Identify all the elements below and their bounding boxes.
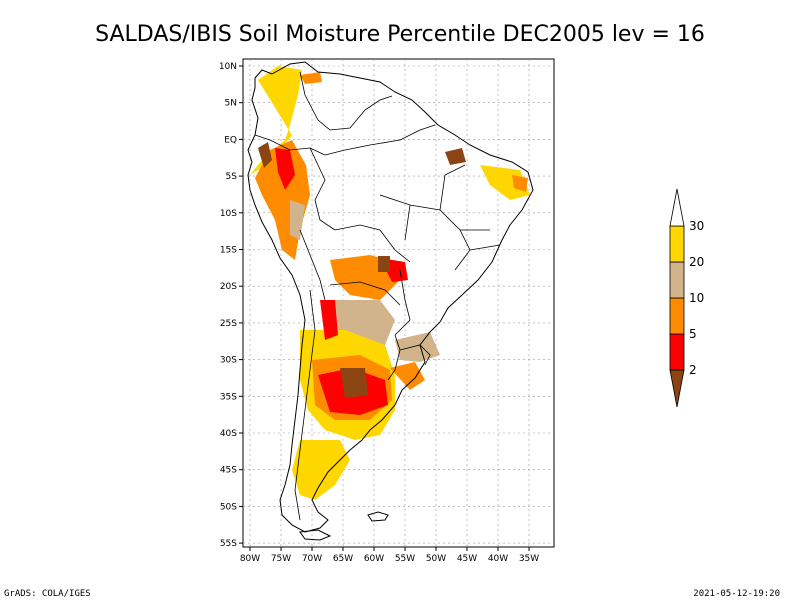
- border-brazil-uruguay: [399, 344, 431, 366]
- coastline: [247, 61, 534, 541]
- lat-label: 40S: [220, 429, 237, 439]
- data-patch-venezuela: [300, 72, 322, 84]
- legend-label: 5: [689, 327, 697, 341]
- data-patch-andes-peru-brown: [258, 142, 272, 168]
- soil-moisture-field: [250, 66, 530, 500]
- legend-label: 20: [689, 255, 704, 269]
- data-patch-argentina-west-dry: [320, 300, 338, 340]
- legend-swatch-max: [669, 188, 685, 227]
- lat-label: 35S: [220, 392, 237, 402]
- map-title: SALDAS/IBIS Soil Moisture Percentile DEC…: [95, 22, 705, 47]
- data-patch-patagonia: [292, 440, 350, 500]
- data-patch-argentina-brown: [340, 368, 368, 398]
- lat-label: 5N: [225, 99, 237, 109]
- legend-label: 10: [689, 291, 704, 305]
- lat-label: 55S: [220, 539, 237, 549]
- legend-swatch-min: [669, 369, 685, 408]
- data-patch-ne-brazil-orange: [512, 175, 528, 192]
- footer-credit: GrADS: COLA/IGES: [4, 589, 91, 599]
- data-patch-amazon-brown: [445, 148, 466, 165]
- legend-swatch: [669, 333, 685, 371]
- lon-label: 50W: [426, 554, 446, 564]
- border-venezuela-guyana: [364, 95, 393, 111]
- border-brazil-states: [379, 164, 501, 271]
- lon-label: 60W: [364, 554, 384, 564]
- lon-label: 45W: [457, 554, 477, 564]
- lat-label: 5S: [226, 172, 238, 182]
- tierra-del-fuego-outline: [299, 529, 332, 541]
- latitude-labels: 10N 5N EQ 5S 10S 15S 20S 25S 30S 35S 40S 45S 50S 55S: [219, 62, 243, 549]
- border-peru-bolivia: [299, 229, 326, 301]
- lon-label: 80W: [240, 554, 260, 564]
- legend-swatch: [669, 297, 685, 335]
- legend-label: 2: [689, 363, 697, 377]
- south-america-coastline: [247, 61, 534, 533]
- legend-swatch: [669, 261, 685, 299]
- border-argentina-uruguay: [387, 334, 401, 381]
- legend-swatch: [669, 225, 685, 263]
- border-paraguay-brazil: [394, 269, 411, 336]
- border-peru-brazil: [309, 147, 336, 231]
- border-colombia-ecuador-peru: [254, 134, 326, 156]
- legend-label: 30: [689, 219, 704, 233]
- lat-label: 50S: [220, 502, 237, 512]
- lat-label: 25S: [220, 319, 237, 329]
- data-patch-uruguay: [390, 362, 425, 390]
- falklands-outline: [367, 511, 389, 522]
- data-patch-bolivia-brown: [378, 256, 390, 272]
- data-patch-uruguay-tan: [395, 332, 440, 362]
- lat-label: 45S: [220, 466, 237, 476]
- border-bolivia-paraguay: [329, 281, 401, 306]
- border-chile-argentina: [294, 289, 316, 521]
- data-patch-andes-peru-tan: [290, 200, 305, 240]
- lon-label: 35W: [519, 554, 539, 564]
- lon-label: 55W: [395, 554, 415, 564]
- data-patch-ne-brazil: [480, 165, 530, 200]
- lon-label: 75W: [271, 554, 291, 564]
- lat-label: 10S: [220, 209, 237, 219]
- lat-label: 15S: [220, 246, 237, 256]
- lon-label: 65W: [333, 554, 353, 564]
- data-patch-andes-north: [250, 66, 302, 175]
- color-legend: 2 5 10 20 30: [669, 188, 704, 408]
- country-borders: [254, 71, 501, 521]
- lat-label: 30S: [220, 356, 237, 366]
- border-brazil-north: [324, 124, 436, 156]
- lat-label: EQ: [224, 135, 237, 145]
- longitude-labels: 80W 75W 70W 65W 60W 55W 50W 45W 40W 35W: [240, 547, 539, 564]
- lat-label: 10N: [219, 62, 237, 72]
- data-patch-andes-peru-dry: [275, 148, 295, 190]
- lon-label: 40W: [488, 554, 508, 564]
- footer-timestamp: 2021-05-12-19:20: [693, 589, 780, 599]
- lat-label: 20S: [220, 282, 237, 292]
- border-bolivia-brazil: [334, 224, 411, 263]
- border-colombia-venezuela: [299, 71, 366, 131]
- lon-label: 70W: [302, 554, 322, 564]
